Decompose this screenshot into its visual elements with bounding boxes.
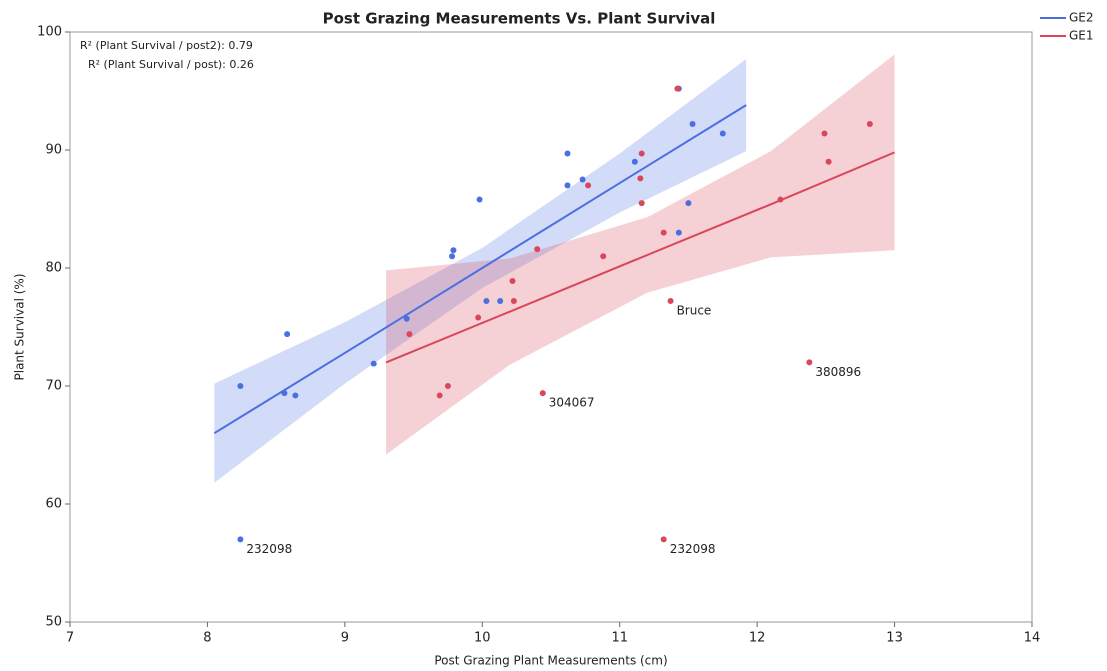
data-point (292, 392, 299, 399)
data-point (436, 392, 443, 399)
data-point (284, 331, 291, 338)
point-label: 380896 (815, 365, 861, 379)
x-tick-label: 7 (66, 631, 74, 646)
chart-title: Post Grazing Measurements Vs. Plant Surv… (323, 10, 716, 28)
y-tick-label: 100 (37, 25, 62, 40)
data-point (689, 121, 696, 128)
data-point (475, 314, 482, 321)
y-tick-label: 60 (45, 497, 62, 512)
r2-annotation: R² (Plant Survival / post2): 0.79 (80, 39, 253, 52)
y-tick-label: 50 (45, 615, 62, 630)
data-point (509, 277, 516, 284)
data-point (806, 359, 813, 366)
y-tick-label: 80 (45, 261, 62, 276)
data-point (403, 315, 410, 322)
point-label: 304067 (549, 396, 595, 410)
data-point (237, 383, 244, 389)
data-point (406, 331, 413, 338)
data-point (510, 298, 517, 305)
x-axis-label: Post Grazing Plant Measurements (cm) (434, 654, 667, 668)
data-point (685, 200, 692, 207)
x-tick-label: 9 (341, 631, 349, 646)
data-point (579, 176, 586, 183)
data-point (444, 383, 451, 389)
data-point (825, 158, 832, 165)
x-tick-label: 8 (203, 631, 211, 646)
legend-label: GE2 (1069, 11, 1094, 25)
x-tick-label: 12 (749, 631, 766, 646)
data-point (674, 85, 681, 92)
data-point (564, 182, 571, 189)
data-point (675, 229, 682, 236)
data-point (638, 200, 645, 207)
data-point (483, 298, 490, 305)
data-point (449, 253, 456, 260)
point-label: Bruce (677, 304, 712, 318)
confidence-band (386, 54, 895, 455)
data-point (631, 158, 638, 165)
y-tick-label: 70 (45, 379, 62, 394)
data-point (281, 390, 288, 397)
data-point (585, 182, 592, 189)
data-point (450, 247, 457, 254)
y-tick-label: 90 (45, 143, 62, 158)
fit-line (385, 151, 895, 364)
data-point (637, 175, 644, 182)
data-point (719, 130, 726, 137)
data-point (534, 246, 541, 253)
data-point (237, 536, 244, 543)
x-tick-label: 14 (1024, 631, 1041, 646)
data-point (667, 298, 674, 305)
data-point (777, 196, 784, 203)
confidence-band (214, 59, 747, 483)
data-point (638, 150, 645, 157)
data-point (866, 121, 873, 128)
data-point (476, 196, 483, 203)
data-point (660, 229, 667, 236)
data-point (600, 253, 607, 260)
data-point (564, 150, 571, 157)
point-label: 232098 (246, 542, 292, 556)
point-label: 232098 (670, 542, 716, 556)
plot-frame (69, 31, 1033, 623)
x-tick-label: 10 (474, 631, 491, 646)
data-point (821, 130, 828, 137)
legend-label: GE1 (1069, 29, 1094, 43)
data-point (370, 360, 377, 367)
x-tick-label: 11 (611, 631, 628, 646)
data-point (497, 298, 504, 305)
data-point (539, 390, 546, 397)
x-tick-label: 13 (886, 631, 903, 646)
y-axis-label: Plant Survival (%) (13, 273, 27, 380)
data-point (660, 536, 667, 543)
r2-annotation: R² (Plant Survival / post): 0.26 (88, 58, 254, 71)
fit-line (213, 104, 747, 435)
